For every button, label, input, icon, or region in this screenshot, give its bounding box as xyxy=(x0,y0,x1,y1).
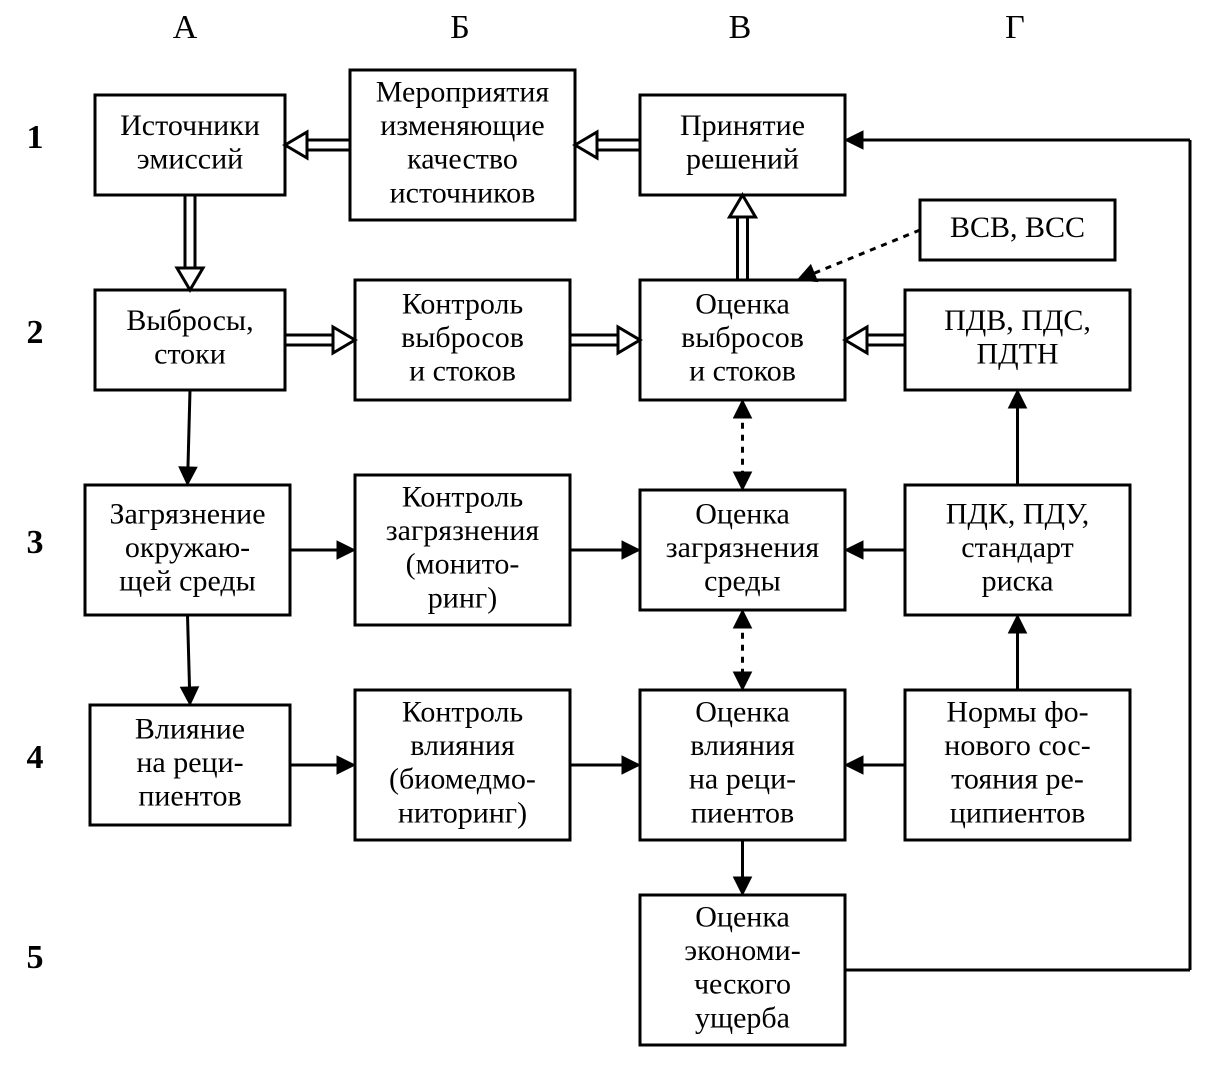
node-influence-line-2: пиентов xyxy=(138,779,241,812)
node-assess-influence-line-1: влияния xyxy=(690,729,795,762)
node-pollution-env-line-1: окружаю- xyxy=(125,531,250,564)
node-emissions-line-0: Выбросы, xyxy=(126,304,253,337)
node-control-pollution-line-0: Контроль xyxy=(402,480,523,513)
node-control-pollution: Контрользагрязнения(монито-ринг) xyxy=(355,475,570,625)
node-control-emissions-line-1: выбросов xyxy=(401,321,524,354)
col-label-B: Б xyxy=(450,9,470,46)
node-measures-line-1: изменяющие xyxy=(380,109,545,142)
node-pdv-pds-line-1: ПДТН xyxy=(976,338,1058,371)
node-econ-damage-line-0: Оценка xyxy=(695,900,790,933)
node-pollution-env-line-0: Загрязнение xyxy=(109,497,265,530)
node-control-emissions-line-0: Контроль xyxy=(402,287,523,320)
node-pollution-env: Загрязнениеокружаю-щей среды xyxy=(85,485,290,615)
node-econ-damage-line-2: ческого xyxy=(694,968,791,1001)
node-control-pollution-line-1: загрязнения xyxy=(386,514,540,547)
node-econ-damage-line-1: экономи- xyxy=(684,934,800,967)
node-vsv-vss: ВСВ, ВСС xyxy=(920,200,1115,260)
node-control-influence: Контрольвлияния(биомедмо-ниторинг) xyxy=(355,690,570,840)
node-assess-pollution: Оценказагрязнениясреды xyxy=(640,490,845,610)
node-emissions: Выбросы,стоки xyxy=(95,290,285,390)
node-influence-line-1: на реци- xyxy=(136,746,243,779)
node-assess-emissions-line-1: выбросов xyxy=(681,321,804,354)
row-label-2: 2 xyxy=(27,314,44,351)
node-pdk-pdu-line-0: ПДК, ПДУ, xyxy=(946,497,1089,530)
node-control-pollution-line-3: ринг) xyxy=(428,581,497,614)
node-assess-emissions-line-0: Оценка xyxy=(695,287,790,320)
node-norms: Нормы фо-нового сос-тояния ре-ципиентов xyxy=(905,690,1130,840)
node-measures: Мероприятияизменяющиекачествоисточников xyxy=(350,70,575,220)
node-influence-line-0: Влияние xyxy=(135,712,245,745)
node-econ-damage-line-3: ущерба xyxy=(695,1001,790,1034)
node-assess-emissions: Оценкавыбросови стоков xyxy=(640,280,845,400)
node-control-pollution-line-2: (монито- xyxy=(406,548,520,581)
node-influence: Влияниена реци-пиентов xyxy=(90,705,290,825)
node-emissions-line-1: стоки xyxy=(154,338,226,371)
node-measures-line-3: источников xyxy=(390,176,536,209)
col-label-G: Г xyxy=(1005,9,1025,46)
node-norms-line-3: ципиентов xyxy=(950,796,1085,829)
node-measures-line-0: Мероприятия xyxy=(376,75,550,108)
node-control-emissions: Контрольвыбросови стоков xyxy=(355,280,570,400)
node-assess-pollution-line-0: Оценка xyxy=(695,497,790,530)
node-pdk-pdu: ПДК, ПДУ,стандартриска xyxy=(905,485,1130,615)
node-pdv-pds: ПДВ, ПДС,ПДТН xyxy=(905,290,1130,390)
node-assess-influence: Оценкавлиянияна реци-пиентов xyxy=(640,690,845,840)
node-assess-emissions-line-2: и стоков xyxy=(689,354,796,387)
node-norms-line-0: Нормы фо- xyxy=(946,695,1088,728)
node-control-influence-line-3: ниторинг) xyxy=(398,796,527,829)
node-pdv-pds-line-0: ПДВ, ПДС, xyxy=(944,304,1091,337)
node-control-influence-line-2: (биомедмо- xyxy=(389,763,536,796)
node-vsv-vss-line-0: ВСВ, ВСС xyxy=(950,211,1085,244)
node-sources-line-1: эмиссий xyxy=(137,143,243,176)
node-measures-line-2: качество xyxy=(407,143,518,176)
node-econ-damage: Оценкаэкономи-ческогоущерба xyxy=(640,895,845,1045)
node-control-influence-line-1: влияния xyxy=(410,729,515,762)
node-sources-line-0: Источники xyxy=(120,109,260,142)
col-label-V: В xyxy=(729,9,752,46)
node-decisions-line-1: решений xyxy=(686,143,799,176)
node-norms-line-1: нового сос- xyxy=(944,729,1090,762)
node-assess-influence-line-3: пиентов xyxy=(691,796,794,829)
node-decisions: Принятиерешений xyxy=(640,95,845,195)
node-control-influence-line-0: Контроль xyxy=(402,695,523,728)
row-label-5: 5 xyxy=(27,939,44,976)
row-label-1: 1 xyxy=(27,119,44,156)
node-assess-influence-line-2: на реци- xyxy=(689,763,796,796)
node-assess-pollution-line-1: загрязнения xyxy=(666,531,820,564)
node-pollution-env-line-2: щей среды xyxy=(119,564,256,597)
node-norms-line-2: тояния ре- xyxy=(951,763,1084,796)
row-label-3: 3 xyxy=(27,524,44,561)
node-assess-pollution-line-2: среды xyxy=(704,564,781,597)
row-label-4: 4 xyxy=(27,739,44,776)
node-sources: Источникиэмиссий xyxy=(95,95,285,195)
node-pdk-pdu-line-1: стандарт xyxy=(961,531,1073,564)
node-decisions-line-0: Принятие xyxy=(680,109,805,142)
col-label-A: А xyxy=(173,9,198,46)
node-control-emissions-line-2: и стоков xyxy=(409,354,516,387)
node-pdk-pdu-line-2: риска xyxy=(982,564,1054,597)
flowchart-svg: А Б В Г 1 2 3 4 5 Источникиэмиссий Мероприятияизме… xyxy=(0,0,1230,1089)
node-assess-influence-line-0: Оценка xyxy=(695,695,790,728)
